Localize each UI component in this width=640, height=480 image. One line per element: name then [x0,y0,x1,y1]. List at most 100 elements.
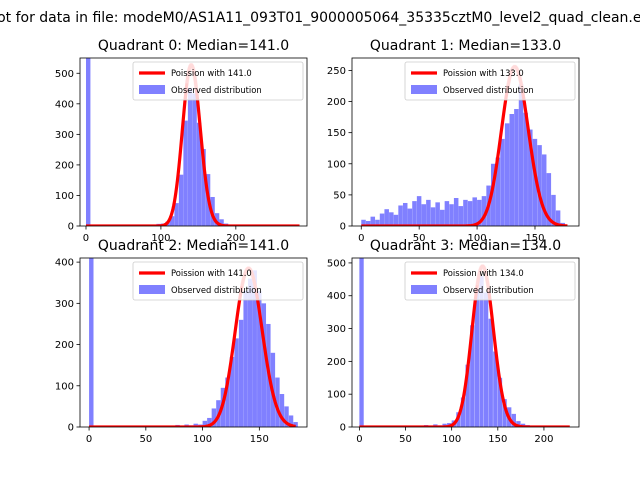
histogram-bar [284,406,289,427]
legend-bar-label: Observed distribution [443,85,534,95]
subplot-title: Quadrant 3: Median=134.0 [370,238,561,254]
histogram-bar [500,138,505,226]
x-tick-label: 50 [139,434,152,445]
histogram-bar [261,303,267,427]
x-tick-label: 100 [151,233,170,244]
histogram-bar [481,196,487,226]
histogram-bar [426,199,431,226]
y-tick-label: 300 [55,130,74,141]
figure-suptitle: Plot for data in file: modeM0/AS1A11_093… [0,10,640,26]
y-tick-label: 400 [55,258,74,269]
histogram-bar [202,420,208,427]
y-tick-label: 500 [55,69,74,80]
histogram-bar [89,258,94,427]
y-tick-label: 300 [55,299,74,310]
histogram-bar [460,397,466,427]
subplot-title: Quadrant 0: Median=141.0 [98,38,289,54]
histogram-bar [370,216,376,226]
y-tick-label: 0 [340,222,346,233]
histogram-bar [379,213,385,226]
histogram-bar [207,417,212,427]
y-tick-label: 500 [327,258,346,269]
x-tick-label: 0 [86,434,92,445]
histogram-bar [169,216,175,226]
y-tick-label: 200 [55,160,74,171]
x-tick-label: 100 [468,233,487,244]
histogram-bar [483,292,489,427]
histogram-bar [238,319,244,427]
histogram-bar [412,201,417,226]
histogram-bar [449,204,454,226]
histogram-bar [288,415,294,427]
legend: Poission with 141.0 Observed distribution [132,61,304,101]
histogram-bar [375,219,380,226]
y-tick-label: 250 [327,66,346,77]
legend-bar-label: Observed distribution [171,285,262,295]
histogram-bar [477,199,482,226]
x-tick-label: 200 [534,434,553,445]
y-tick-label: 400 [327,291,346,302]
x-tick-label: 150 [250,434,269,445]
x-tick-label: 200 [226,233,245,244]
histogram-bar [225,377,230,427]
histogram-bar [440,209,445,226]
histogram-bar [247,278,253,427]
histogram-bar [214,213,220,226]
x-tick-label: 100 [442,434,461,445]
histogram-bar [518,84,524,226]
histogram-bar [183,120,188,226]
x-tick-label: 0 [83,233,89,244]
histogram-bar [467,201,473,226]
histogram-bar [497,377,503,427]
histogram-bar [493,351,498,427]
histogram-bar [470,325,475,427]
histogram-bar [551,194,556,226]
histogram-bar [488,318,493,427]
histogram-bar [523,112,528,226]
histogram-bar [384,209,389,226]
y-tick-label: 0 [340,423,346,434]
legend-line-label: Poission with 141.0 [171,268,252,278]
histogram-bar [279,394,285,427]
legend-bar-label: Observed distribution [171,85,262,95]
histogram-bar [85,58,91,226]
histogram-bar [435,202,440,226]
histogram-bar [275,377,280,427]
histogram-bar [509,114,515,226]
histogram-bar [555,210,561,226]
histogram-bar [463,199,468,226]
legend: Poission with 133.0 Observed distribution [404,61,576,101]
subplots: Quadrant 0: Median=141.0 0 100 200 0 100 200 30… [55,38,580,445]
x-tick-label: 150 [488,434,507,445]
legend-line-label: Poission with 141.0 [171,68,252,78]
histogram-bar [516,421,521,427]
legend-bar-swatch [411,85,437,94]
y-tick-label: 150 [327,128,346,139]
legend-bar-swatch [139,285,165,294]
histogram-bar [393,214,399,226]
histogram-bar [444,201,450,226]
axes-frame [351,257,580,428]
histogram-bar [178,174,184,226]
legend-bar-swatch [411,285,437,294]
y-tick-label: 300 [327,324,346,335]
axes-frame [79,57,308,227]
subplot-1: Quadrant 1: Median=133.0 0 50 100 150 0 50 100 1… [327,38,580,244]
y-tick-label: 50 [333,190,346,201]
legend-bar-swatch [139,85,165,94]
histogram-bar [532,138,538,226]
subplot-0: Quadrant 0: Median=141.0 0 100 200 0 100 200 30… [55,38,308,244]
x-tick-label: 0 [356,434,362,445]
histogram-bar [293,422,298,427]
histogram-bar [257,290,262,427]
y-tick-label: 100 [55,381,74,392]
subplot-3: Quadrant 3: Median=134.0 0 50 100 150 200 0 100… [327,238,580,445]
histogram-bar [541,154,547,226]
plot-area [358,258,571,427]
histogram-bar [398,205,403,226]
histogram-bar [511,413,516,427]
histogram-bar [502,399,507,427]
histogram-bar [229,356,235,427]
histogram-bar [234,338,239,427]
histogram-bar [361,219,366,226]
